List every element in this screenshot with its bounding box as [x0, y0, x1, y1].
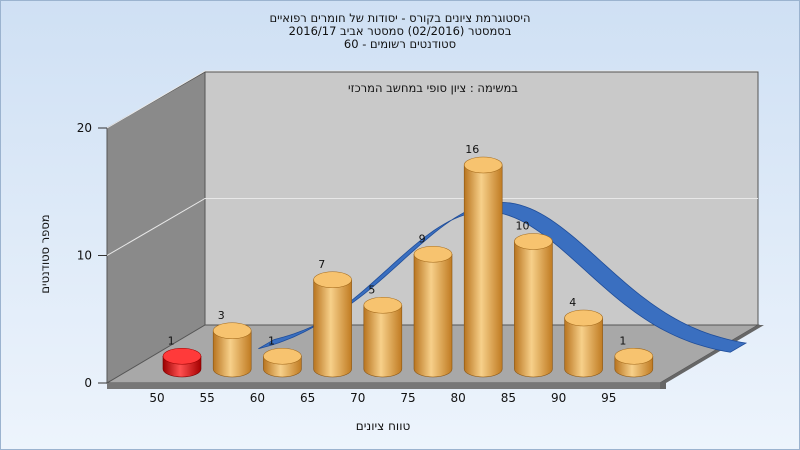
y-axis-label: מספר סטודנטים — [38, 214, 52, 293]
bar-value-label: 4 — [569, 296, 576, 309]
title-line-1: היסטוגרמת ציונים בקורס - יסודות של חומרי… — [270, 11, 531, 25]
title-line-3: סטודנטים רשומים - 60 — [344, 37, 456, 51]
bar-value-label: 16 — [465, 143, 479, 156]
x-tick-label: 50 — [149, 391, 164, 405]
x-tick-label: 55 — [200, 391, 215, 405]
distribution-curve-layer — [258, 201, 748, 353]
y-tick-labels: 0 10 20 — [77, 121, 107, 390]
bar — [413, 245, 453, 378]
bar-value-label: 3 — [218, 309, 225, 322]
gridline — [106, 198, 758, 256]
bar-value-label: 10 — [516, 220, 530, 233]
x-tick-label: 70 — [350, 391, 365, 405]
gridlines — [106, 70, 758, 256]
x-tick-label: 90 — [551, 391, 566, 405]
bar — [514, 233, 553, 378]
gridline — [106, 70, 758, 129]
bar — [162, 347, 202, 378]
chart-subtitle: במשימה : ציון סופי במחשב המרכזי — [348, 81, 518, 95]
y-tick-label: 20 — [77, 121, 92, 135]
x-tick-label: 80 — [451, 391, 466, 405]
y-tick-label: 10 — [77, 249, 92, 263]
distribution-curve — [258, 201, 748, 353]
x-tick-label: 95 — [601, 391, 616, 405]
bar-value-label: 7 — [318, 258, 325, 271]
bar-value-label: 1 — [619, 334, 626, 347]
bar — [564, 309, 603, 378]
bar — [463, 156, 503, 378]
bar — [313, 271, 352, 378]
bar — [263, 347, 302, 378]
x-axis-label: טווח ציונים — [356, 419, 411, 433]
y-tick-label: 0 — [84, 376, 92, 390]
x-tick-labels: 50 55 60 65 70 75 80 85 90 95 — [149, 391, 616, 405]
bar — [212, 322, 252, 378]
floor-front-edge — [107, 383, 660, 389]
bar — [614, 347, 654, 378]
bar — [363, 296, 403, 378]
title-line-2: בסמסטר (02/2016) סמסטר אביב 2016/17 — [289, 24, 512, 38]
x-tick-label: 75 — [400, 391, 415, 405]
bar-value-label: 1 — [268, 334, 275, 347]
bar-value-label: 9 — [419, 232, 426, 245]
x-tick-label: 65 — [300, 391, 315, 405]
x-tick-label: 60 — [250, 391, 265, 405]
bar-value-label: 5 — [368, 283, 375, 296]
bar-value-label: 1 — [168, 334, 175, 347]
value-labels-layer: 1 3 1 7 5 9 16 10 4 1 — [168, 143, 627, 347]
x-tick-label: 85 — [501, 391, 516, 405]
bars-layer — [162, 156, 654, 378]
